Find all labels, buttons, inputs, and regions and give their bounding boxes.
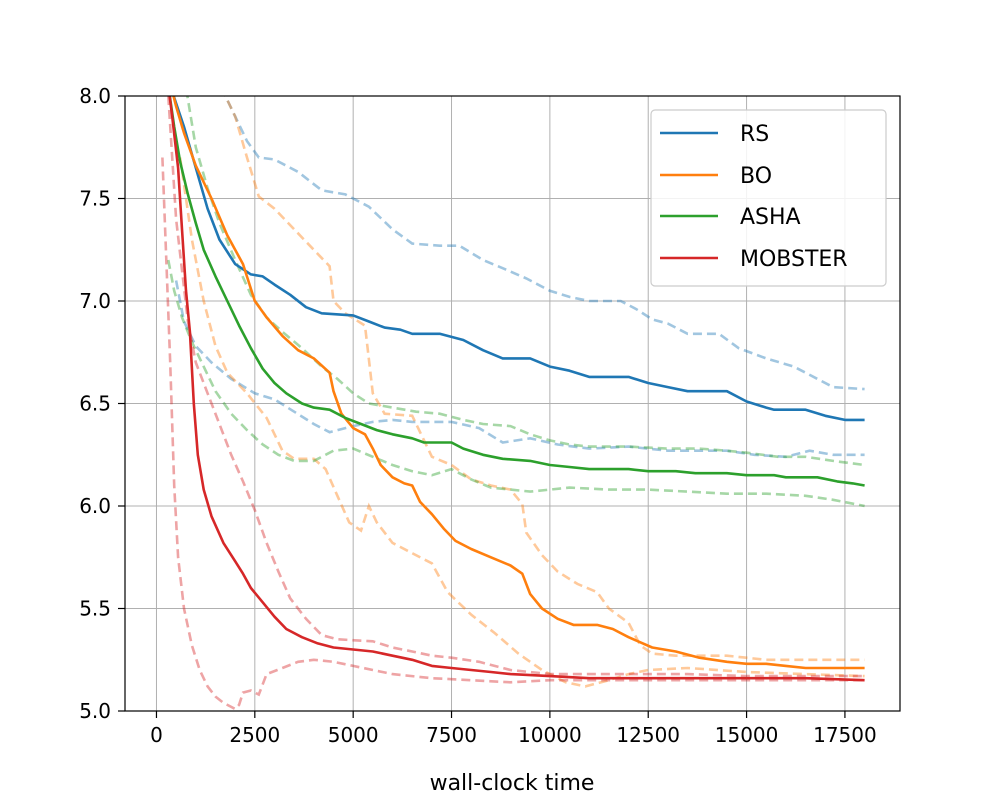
series-mobster-upper-line	[167, 96, 865, 678]
x-tick-label: 17500	[813, 723, 877, 747]
y-tick-label: 7.5	[79, 187, 111, 211]
x-tick-label: 12500	[616, 723, 680, 747]
series-bo-mean-line	[172, 96, 865, 670]
series-mobster-lower-line	[161, 157, 865, 711]
y-tick-label: 6.0	[79, 494, 111, 518]
mean-lines	[168, 96, 865, 682]
y-tick-label: 5.5	[79, 597, 111, 621]
x-tick-label: 10000	[518, 723, 582, 747]
legend-label-mobster: MOBSTER	[740, 247, 848, 272]
legend-label-rs: RS	[740, 122, 769, 147]
x-axis: 0 2500 5000 7500 10000 12500 15000 17500	[150, 711, 877, 747]
x-axis-title: wall-clock time	[430, 771, 595, 796]
series-asha-mean-line	[168, 96, 865, 487]
y-axis: 5.0 5.5 6.0 6.5 7.0 7.5 8.0	[79, 84, 125, 723]
series-bo-upper-line	[223, 96, 865, 662]
series-rs-mean-line	[172, 96, 865, 422]
y-tick-label: 6.5	[79, 392, 111, 416]
legend: RS BO ASHA MOBSTER	[650, 109, 887, 287]
y-tick-label: 8.0	[79, 84, 111, 108]
series-bo-lower-line	[178, 157, 865, 688]
legend-label-bo: BO	[740, 164, 772, 189]
x-tick-label: 5000	[328, 723, 379, 747]
y-tick-label: 5.0	[79, 699, 111, 723]
series-mobster-mean-line	[168, 96, 865, 682]
variance-lines	[161, 96, 865, 711]
x-tick-label: 0	[150, 723, 163, 747]
y-tick-label: 7.0	[79, 289, 111, 313]
series-asha-upper-line	[186, 96, 865, 467]
series-rs-lower-line	[174, 280, 865, 459]
x-tick-label: 15000	[715, 723, 779, 747]
series-asha-lower-line	[167, 259, 865, 508]
x-tick-label: 7500	[426, 723, 477, 747]
legend-box	[650, 109, 887, 287]
series-rs-upper-line	[223, 96, 865, 391]
legend-label-asha: ASHA	[740, 205, 801, 230]
x-tick-label: 2500	[229, 723, 280, 747]
